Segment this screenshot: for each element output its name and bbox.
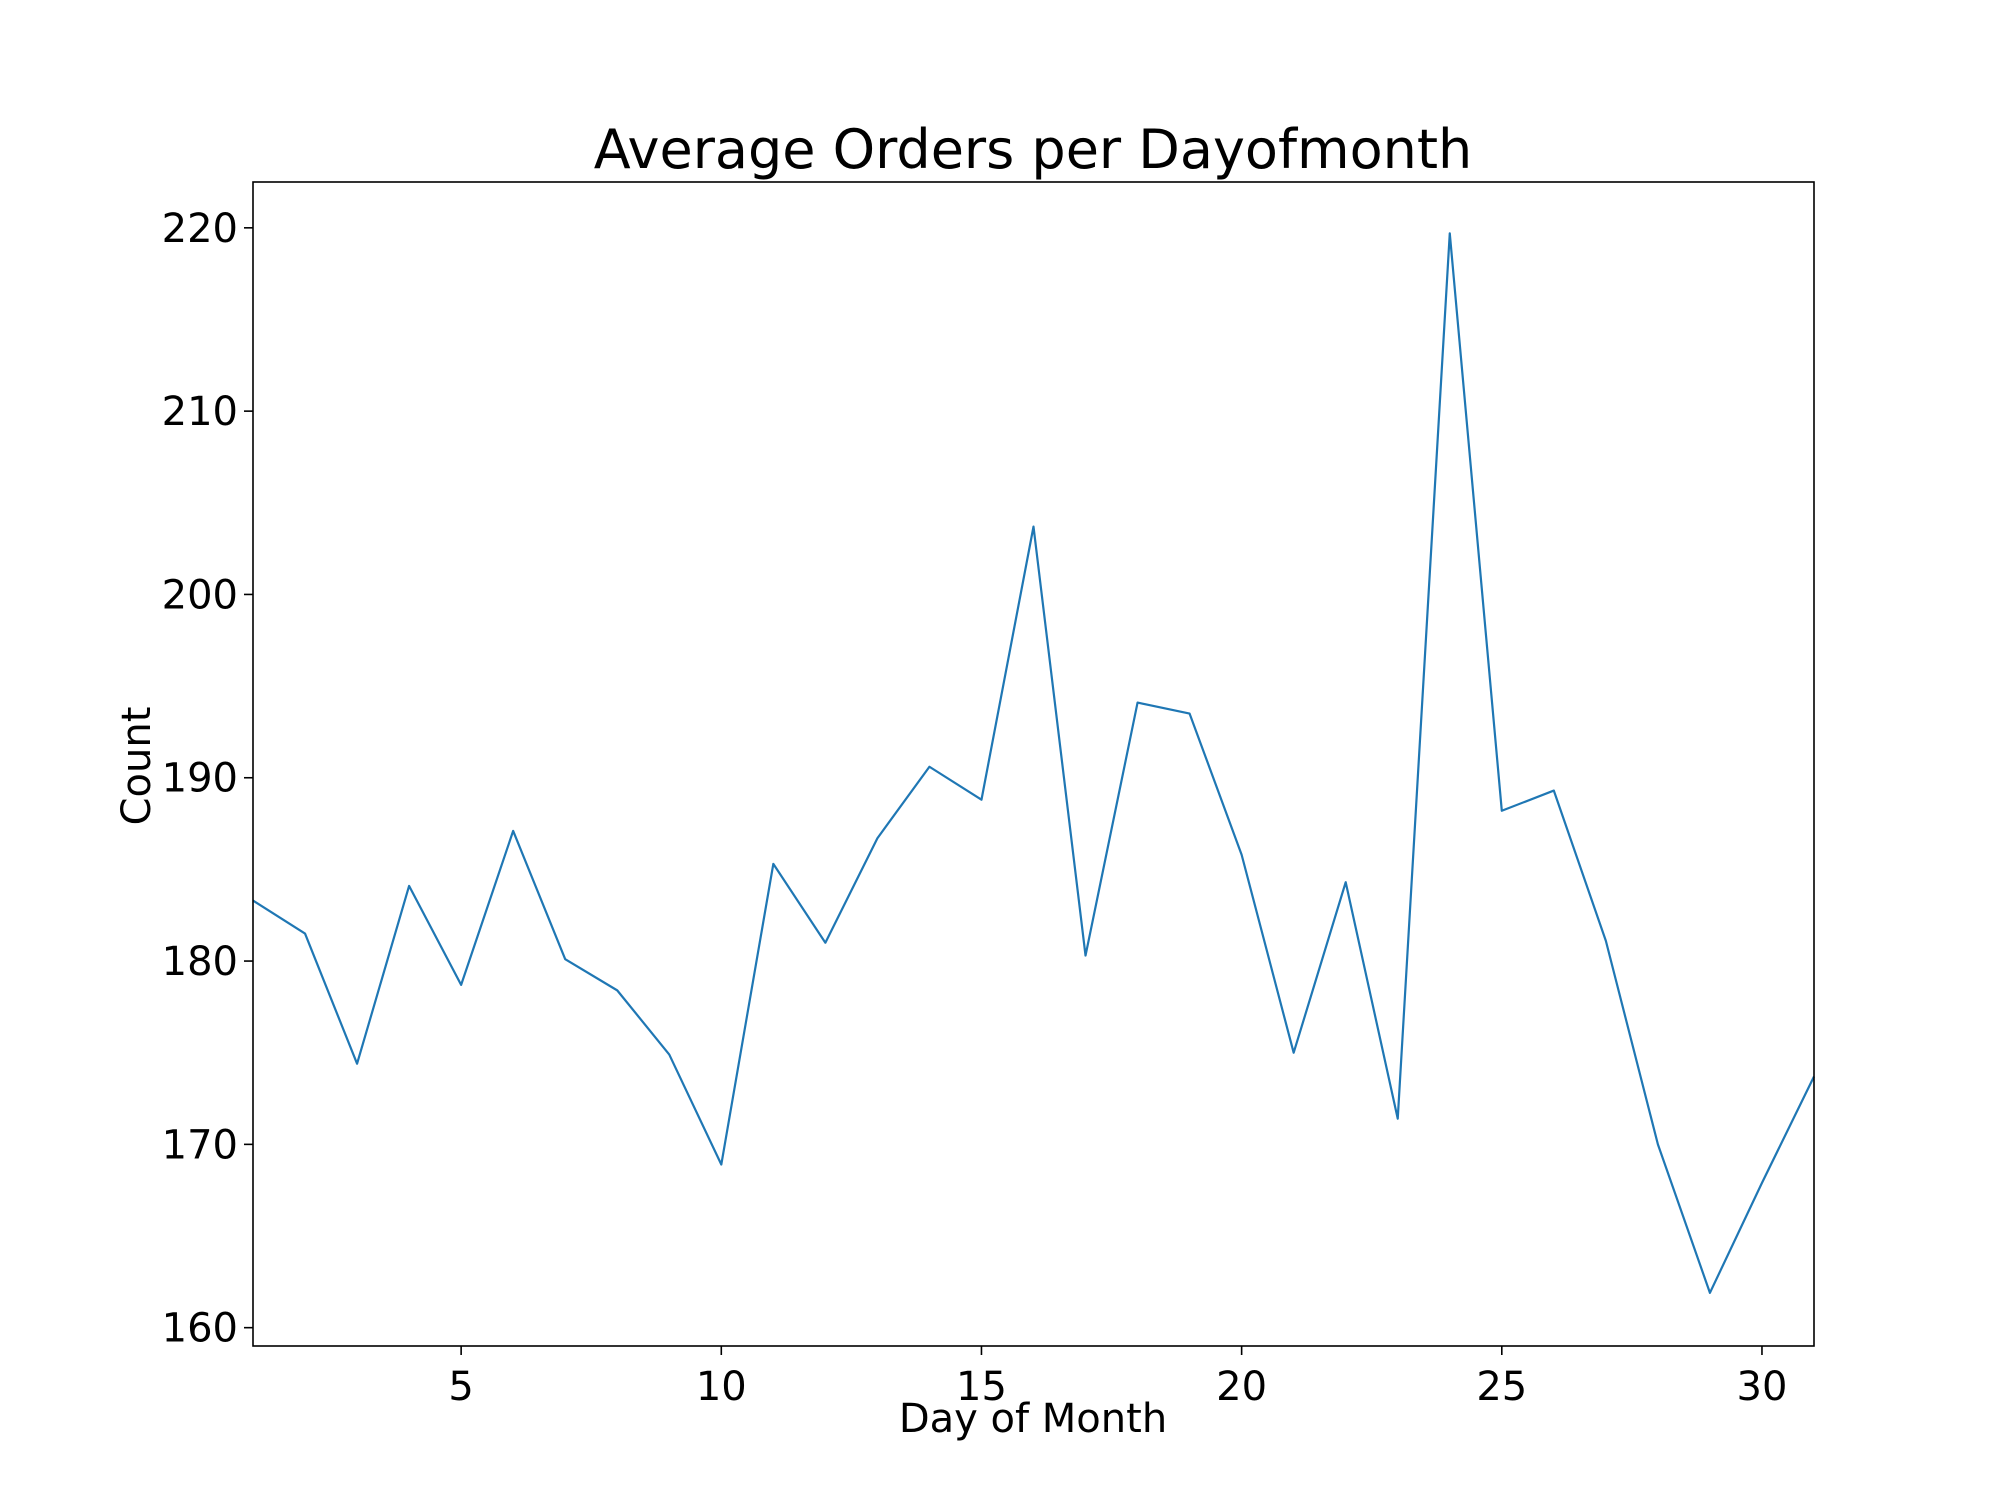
x-tick-label: 30 [1737, 1364, 1788, 1410]
series-line [252, 232, 1815, 1294]
y-tick-label: 210 [162, 389, 238, 435]
y-tick-label: 180 [162, 939, 238, 985]
x-tick-label: 15 [956, 1364, 1007, 1410]
x-tick-label: 25 [1476, 1364, 1527, 1410]
y-axis-label: Count [114, 707, 160, 826]
plot-area-frame [252, 181, 1815, 1347]
y-axis-ticks: 160 170 180 190 200 210 220 [162, 206, 253, 1352]
y-tick-label: 190 [162, 756, 238, 802]
chart-title: Average Orders per Dayofmonth [594, 118, 1472, 181]
y-tick-label: 220 [162, 206, 238, 252]
y-tick-label: 200 [162, 572, 238, 618]
y-tick-label: 160 [162, 1306, 238, 1352]
y-tick-label: 170 [162, 1122, 238, 1168]
series-layer [252, 232, 1815, 1294]
x-tick-label: 10 [696, 1364, 747, 1410]
x-axis-ticks: 5 10 15 20 25 30 [448, 1346, 1787, 1410]
x-axis-label: Day of Month [899, 1396, 1167, 1442]
x-tick-label: 5 [448, 1364, 473, 1410]
x-tick-label: 20 [1216, 1364, 1267, 1410]
